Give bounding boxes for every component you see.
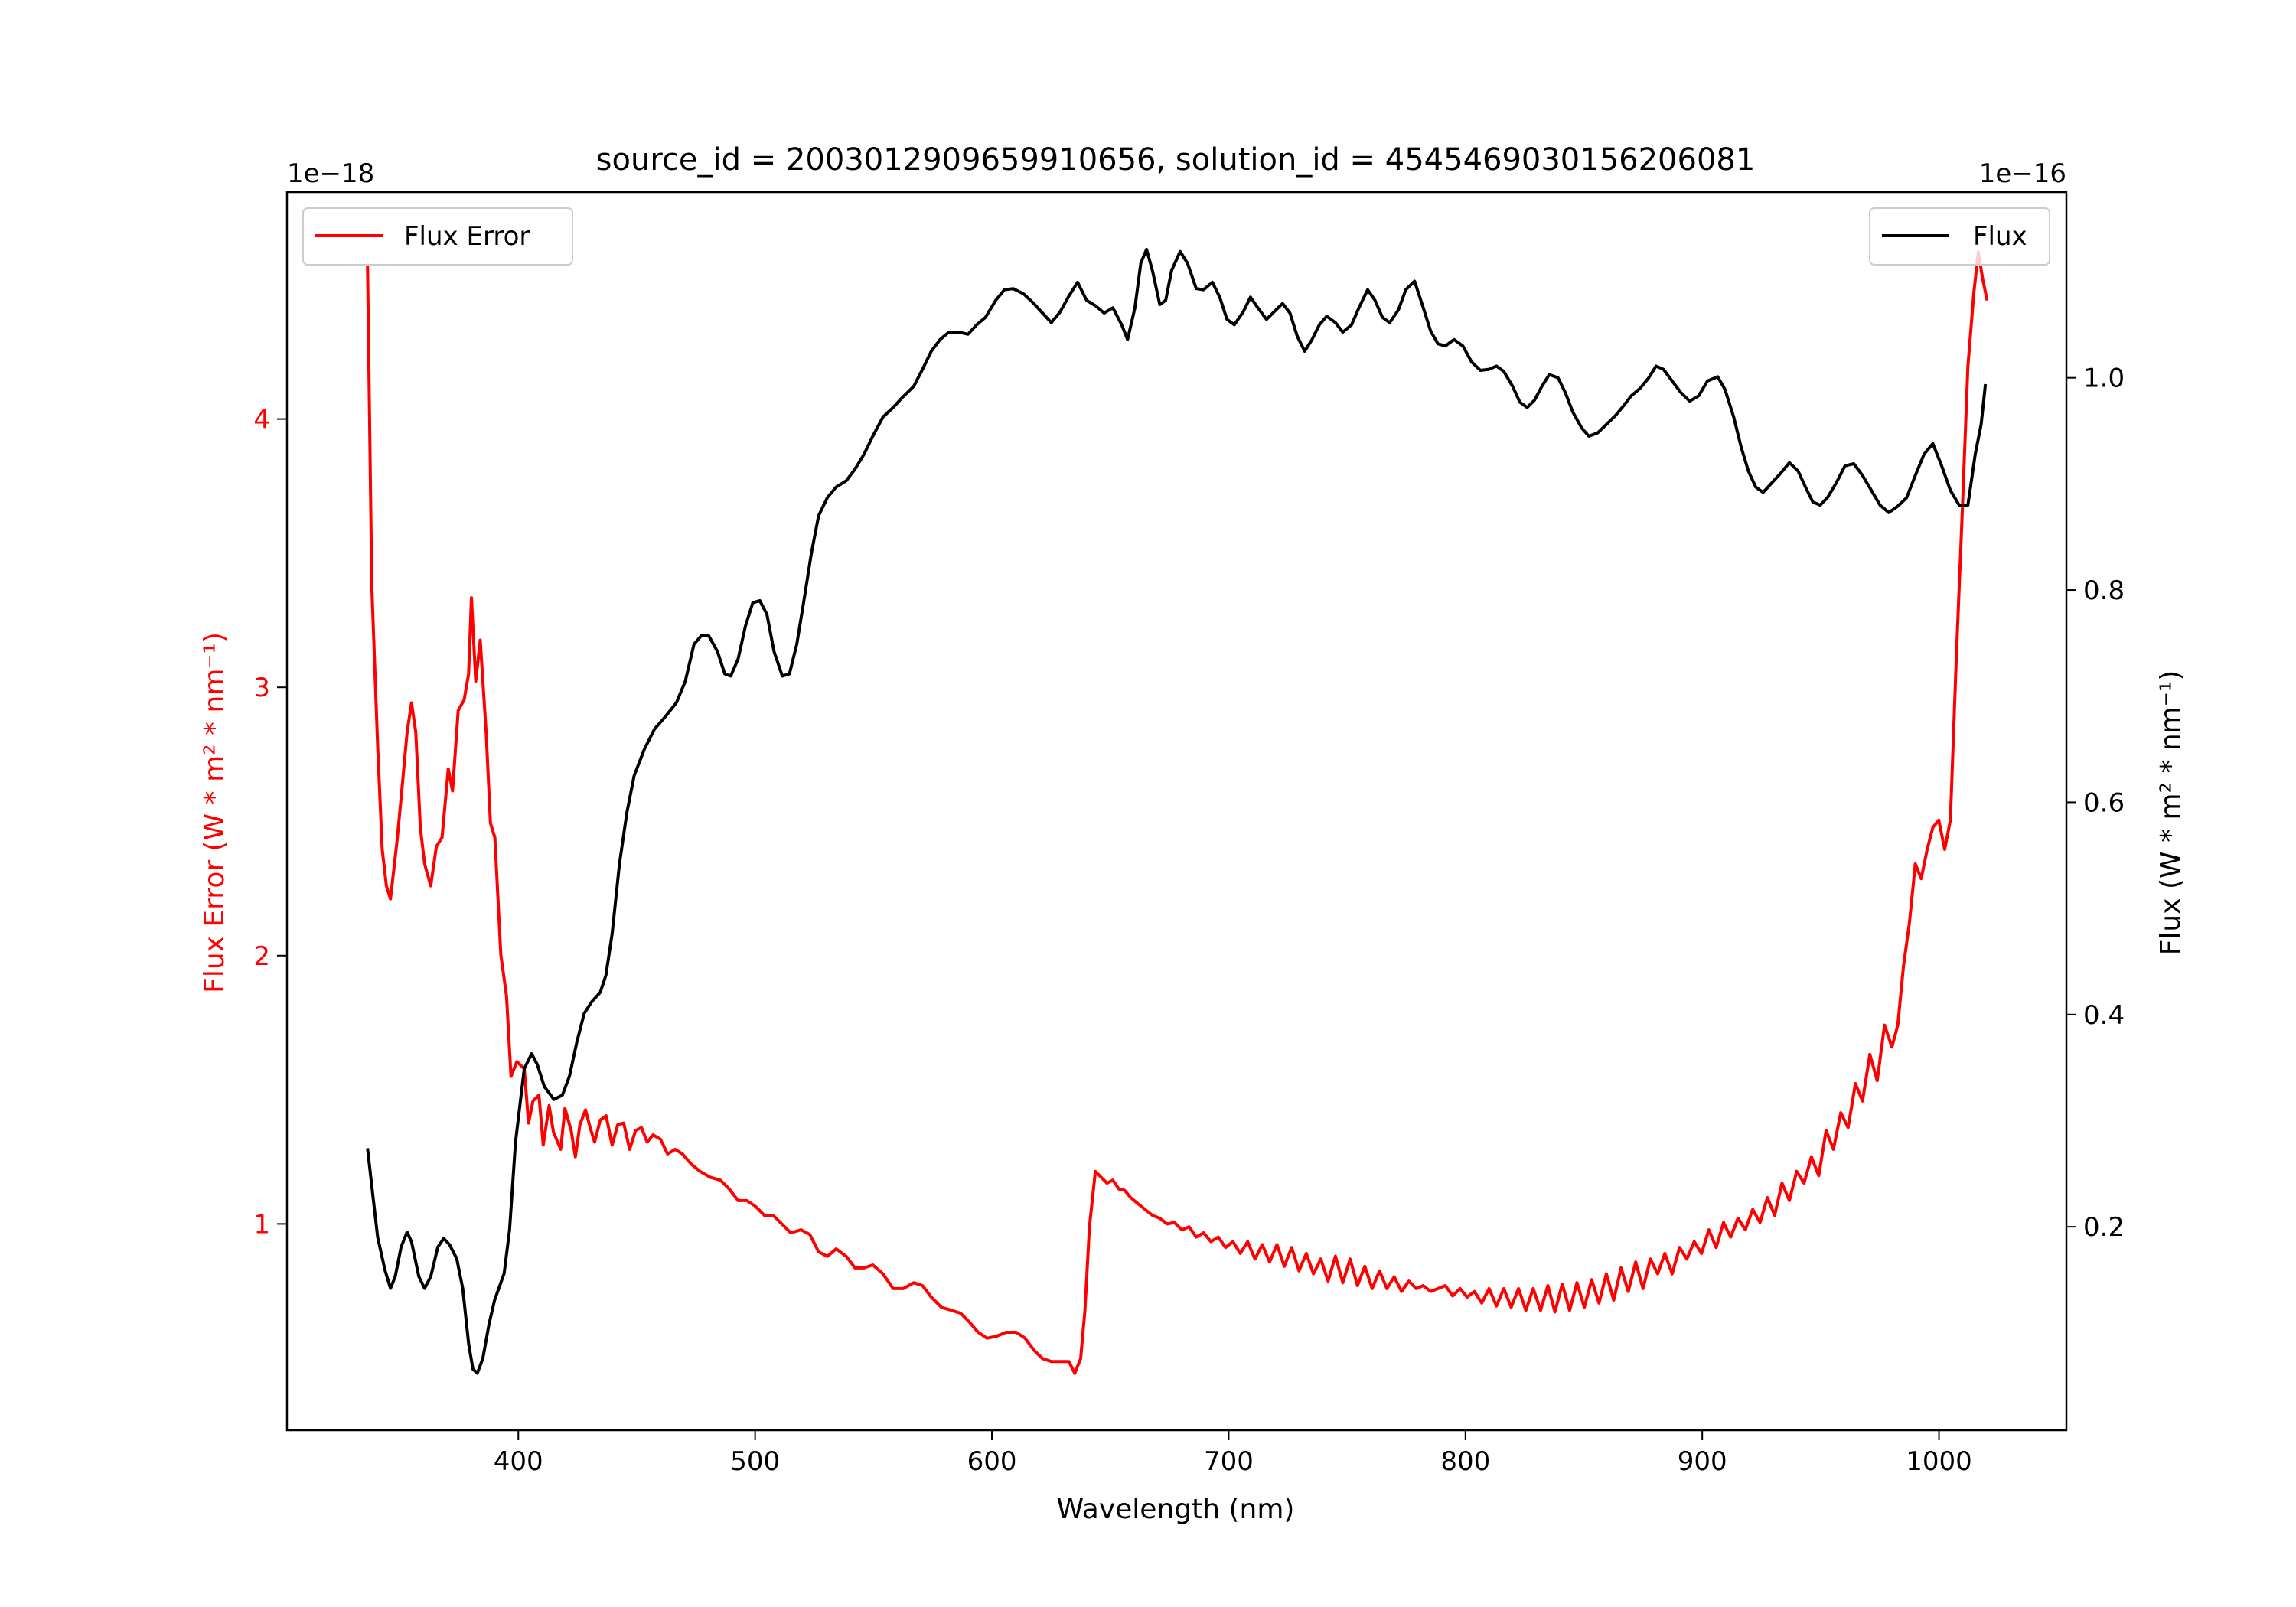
chart-title: source_id = 2003012909659910656, solutio… [596, 142, 1756, 178]
right-axis-offset: 1e−16 [1979, 158, 2066, 189]
axis-ticks: 400 500 600 700 800 900 1000 1 2 3 4 0.2 0.4 0.6 0.8 1.… [253, 363, 2125, 1477]
x-tick-label: 900 [1678, 1446, 1727, 1477]
right-y-axis-label: Flux (W * m² * nm⁻¹) [2155, 670, 2187, 956]
plot-area [366, 247, 1989, 1375]
legend-flux: Flux [1869, 207, 2050, 266]
x-tick-label: 400 [494, 1446, 543, 1477]
x-tick-label: 500 [730, 1446, 780, 1477]
series-line-flux [366, 247, 1988, 1375]
x-tick-label: 800 [1440, 1446, 1490, 1477]
legend-label-flux: Flux [1973, 221, 2027, 252]
right-y-tick-label: 0.6 [2083, 787, 2125, 818]
x-tick-label: 600 [967, 1446, 1017, 1477]
right-y-tick-label: 0.2 [2083, 1212, 2125, 1243]
x-tick-label: 1000 [1906, 1446, 1972, 1477]
left-axis-offset: 1e−18 [287, 158, 374, 189]
left-y-tick-label: 4 [253, 405, 270, 435]
right-y-tick-label: 1.0 [2083, 363, 2125, 394]
left-y-axis-label: Flux Error (W * m² * nm⁻¹) [199, 632, 230, 993]
right-y-tick-label: 0.8 [2083, 575, 2125, 606]
x-tick-label: 700 [1204, 1446, 1254, 1477]
right-y-tick-label: 0.4 [2083, 1000, 2125, 1031]
axes-frame [285, 191, 2068, 1432]
series-line-flux-error [366, 250, 1989, 1375]
left-y-tick-label: 3 [253, 673, 270, 703]
legend-box [1869, 207, 2050, 266]
left-y-tick-label: 2 [253, 941, 270, 972]
legend-flux-error: Flux Error [302, 207, 573, 266]
x-axis-label: Wavelength (nm) [1057, 1494, 1295, 1525]
legend-box [302, 207, 573, 266]
left-y-tick-label: 1 [253, 1209, 270, 1240]
legend-label-flux-error: Flux Error [404, 221, 530, 252]
